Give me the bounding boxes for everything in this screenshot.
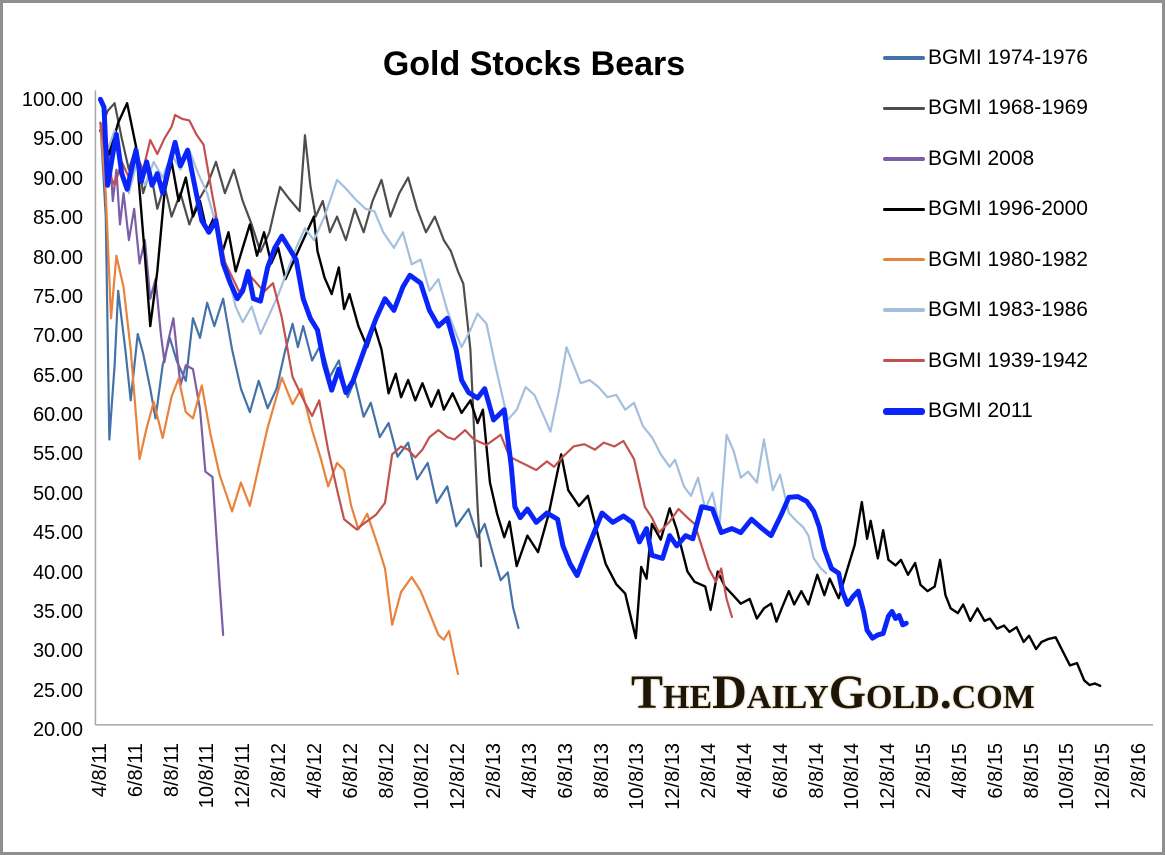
- x-axis-tick-label: 8/8/13: [590, 743, 613, 799]
- y-axis-tick-label: 45.00: [32, 522, 83, 545]
- series-line-bgmi-1974-1976: [99, 121, 520, 630]
- series-line-bgmi-2011: [97, 96, 909, 641]
- series-line-bgmi-1996-2000: [99, 102, 1102, 687]
- x-axis-tick-label: 12/8/13: [662, 743, 685, 810]
- x-axis-tick-label: 8/8/14: [805, 743, 828, 799]
- x-axis-tick-label: 10/8/11: [196, 743, 219, 809]
- x-axis-tick-label: 10/8/15: [1056, 743, 1079, 810]
- y-axis-tick-label: 60.00: [32, 404, 83, 426]
- x-axis-tick-label: 2/8/14: [698, 743, 721, 799]
- x-axis-tick-label: 6/8/12: [339, 743, 362, 799]
- x-axis-tick-label: 12/8/14: [877, 743, 900, 810]
- watermark: TheDailyGold.com: [631, 666, 1035, 719]
- x-axis-tick-label: 10/8/12: [411, 743, 434, 810]
- x-axis-tick-label: 2/8/13: [483, 743, 506, 799]
- x-axis-tick-label: 12/8/15: [1092, 743, 1115, 810]
- x-axis-tick-label: 10/8/13: [626, 743, 649, 810]
- y-axis-tick-label: 25.00: [32, 679, 83, 702]
- x-axis-tick-label: 6/8/11: [124, 743, 147, 798]
- x-axis-tick-label: 4/8/14: [733, 743, 756, 799]
- plot-area: [94, 90, 1153, 726]
- y-axis-tick-label: 35.00: [32, 600, 83, 623]
- y-axis-tick-label: 70.00: [32, 325, 83, 348]
- x-axis-tick-label: 8/8/12: [375, 743, 398, 799]
- y-axis-tick-label: 50.00: [32, 482, 83, 505]
- series-line-bgmi-1939-1942: [99, 113, 734, 619]
- x-axis-tick-label: 10/8/14: [841, 743, 864, 810]
- series-line-bgmi-1983-1986: [99, 121, 828, 575]
- x-axis-tick-label: 2/8/12: [268, 743, 291, 799]
- x-axis-tick-label: 4/8/12: [303, 743, 326, 799]
- x-axis-tick-label: 4/8/13: [518, 743, 541, 799]
- x-axis-tick-label: 6/8/13: [554, 743, 577, 799]
- y-axis-tick-label: 85.00: [32, 207, 83, 230]
- y-axis-tick-label: 55.00: [32, 443, 83, 466]
- series-line-bgmi-1980-1982: [99, 121, 460, 676]
- x-axis-tick-label: 6/8/15: [984, 743, 1007, 799]
- y-axis-tick-label: 65.00: [32, 364, 83, 387]
- y-axis-tick-label: 90.00: [32, 167, 83, 190]
- x-axis-tick-label: 12/8/12: [447, 743, 470, 810]
- x-axis-tick-label: 2/8/15: [913, 743, 936, 799]
- chart-title: Gold Stocks Bears: [382, 45, 686, 83]
- y-axis-tick-label: 95.00: [32, 128, 83, 151]
- x-axis-tick-label: 12/8/11: [232, 743, 255, 809]
- y-axis-tick-label: 30.00: [32, 640, 83, 663]
- y-axis-tick-label: 80.00: [32, 246, 83, 269]
- series-line-bgmi-1968-1969: [99, 102, 483, 568]
- x-axis-tick-label: 4/8/11: [89, 743, 111, 798]
- x-axis-tick-label: 2/8/16: [1128, 743, 1151, 799]
- x-axis-tick-label: 6/8/14: [769, 743, 792, 799]
- x-axis-tick-label: 8/8/11: [160, 743, 183, 798]
- y-axis-tick-label: 100.00: [21, 89, 83, 111]
- x-axis-tick-label: 4/8/15: [948, 743, 971, 799]
- x-axis-tick-label: 8/8/15: [1020, 743, 1043, 799]
- y-axis-tick-label: 20.00: [32, 719, 83, 741]
- y-axis-tick-label: 75.00: [32, 285, 83, 308]
- y-axis-tick-label: 40.00: [32, 561, 83, 584]
